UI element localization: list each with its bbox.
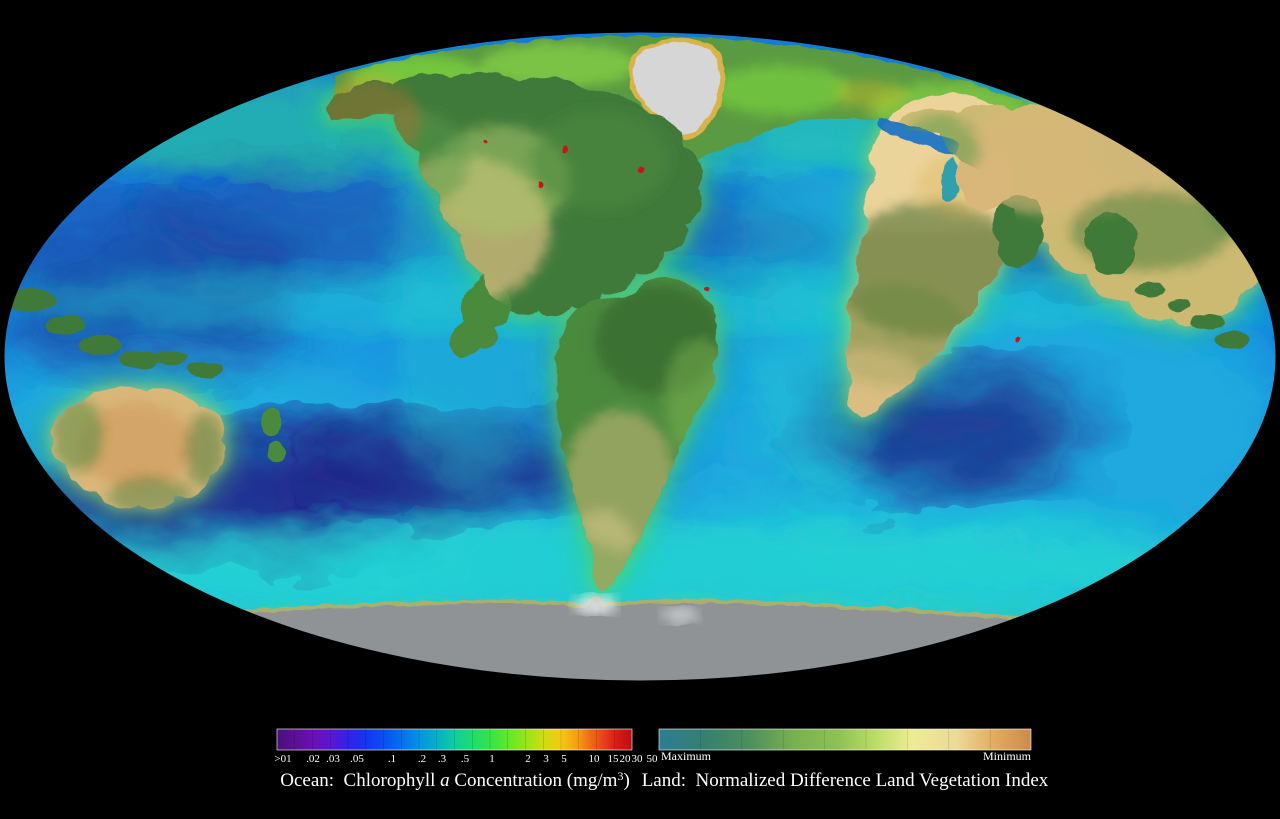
svg-text:50: 50 xyxy=(647,753,659,765)
svg-text:.03: .03 xyxy=(326,753,340,765)
svg-text:30: 30 xyxy=(632,753,644,765)
svg-text:Minimum: Minimum xyxy=(983,749,1032,763)
svg-text:.5: .5 xyxy=(461,753,470,765)
svg-text:3: 3 xyxy=(543,753,549,765)
svg-text:>01: >01 xyxy=(274,753,291,765)
svg-text:Maximum: Maximum xyxy=(661,749,712,763)
svg-text:.02: .02 xyxy=(306,753,320,765)
svg-text:Ocean: Chlorophyll a Concentr: Ocean: Chlorophyll a Concentration (mg/m… xyxy=(280,769,630,791)
svg-text:Land: Normalized Difference L: Land: Normalized Difference Land Vegetat… xyxy=(642,770,1049,791)
svg-text:.05: .05 xyxy=(350,753,364,765)
svg-text:.3: .3 xyxy=(438,753,447,765)
svg-text:1: 1 xyxy=(489,753,495,765)
svg-text:15: 15 xyxy=(608,753,620,765)
svg-text:.1: .1 xyxy=(388,753,396,765)
svg-text:10: 10 xyxy=(589,753,601,765)
svg-text:20: 20 xyxy=(620,753,632,765)
svg-text:5: 5 xyxy=(561,753,567,765)
svg-text:.2: .2 xyxy=(418,753,426,765)
svg-text:2: 2 xyxy=(525,753,531,765)
